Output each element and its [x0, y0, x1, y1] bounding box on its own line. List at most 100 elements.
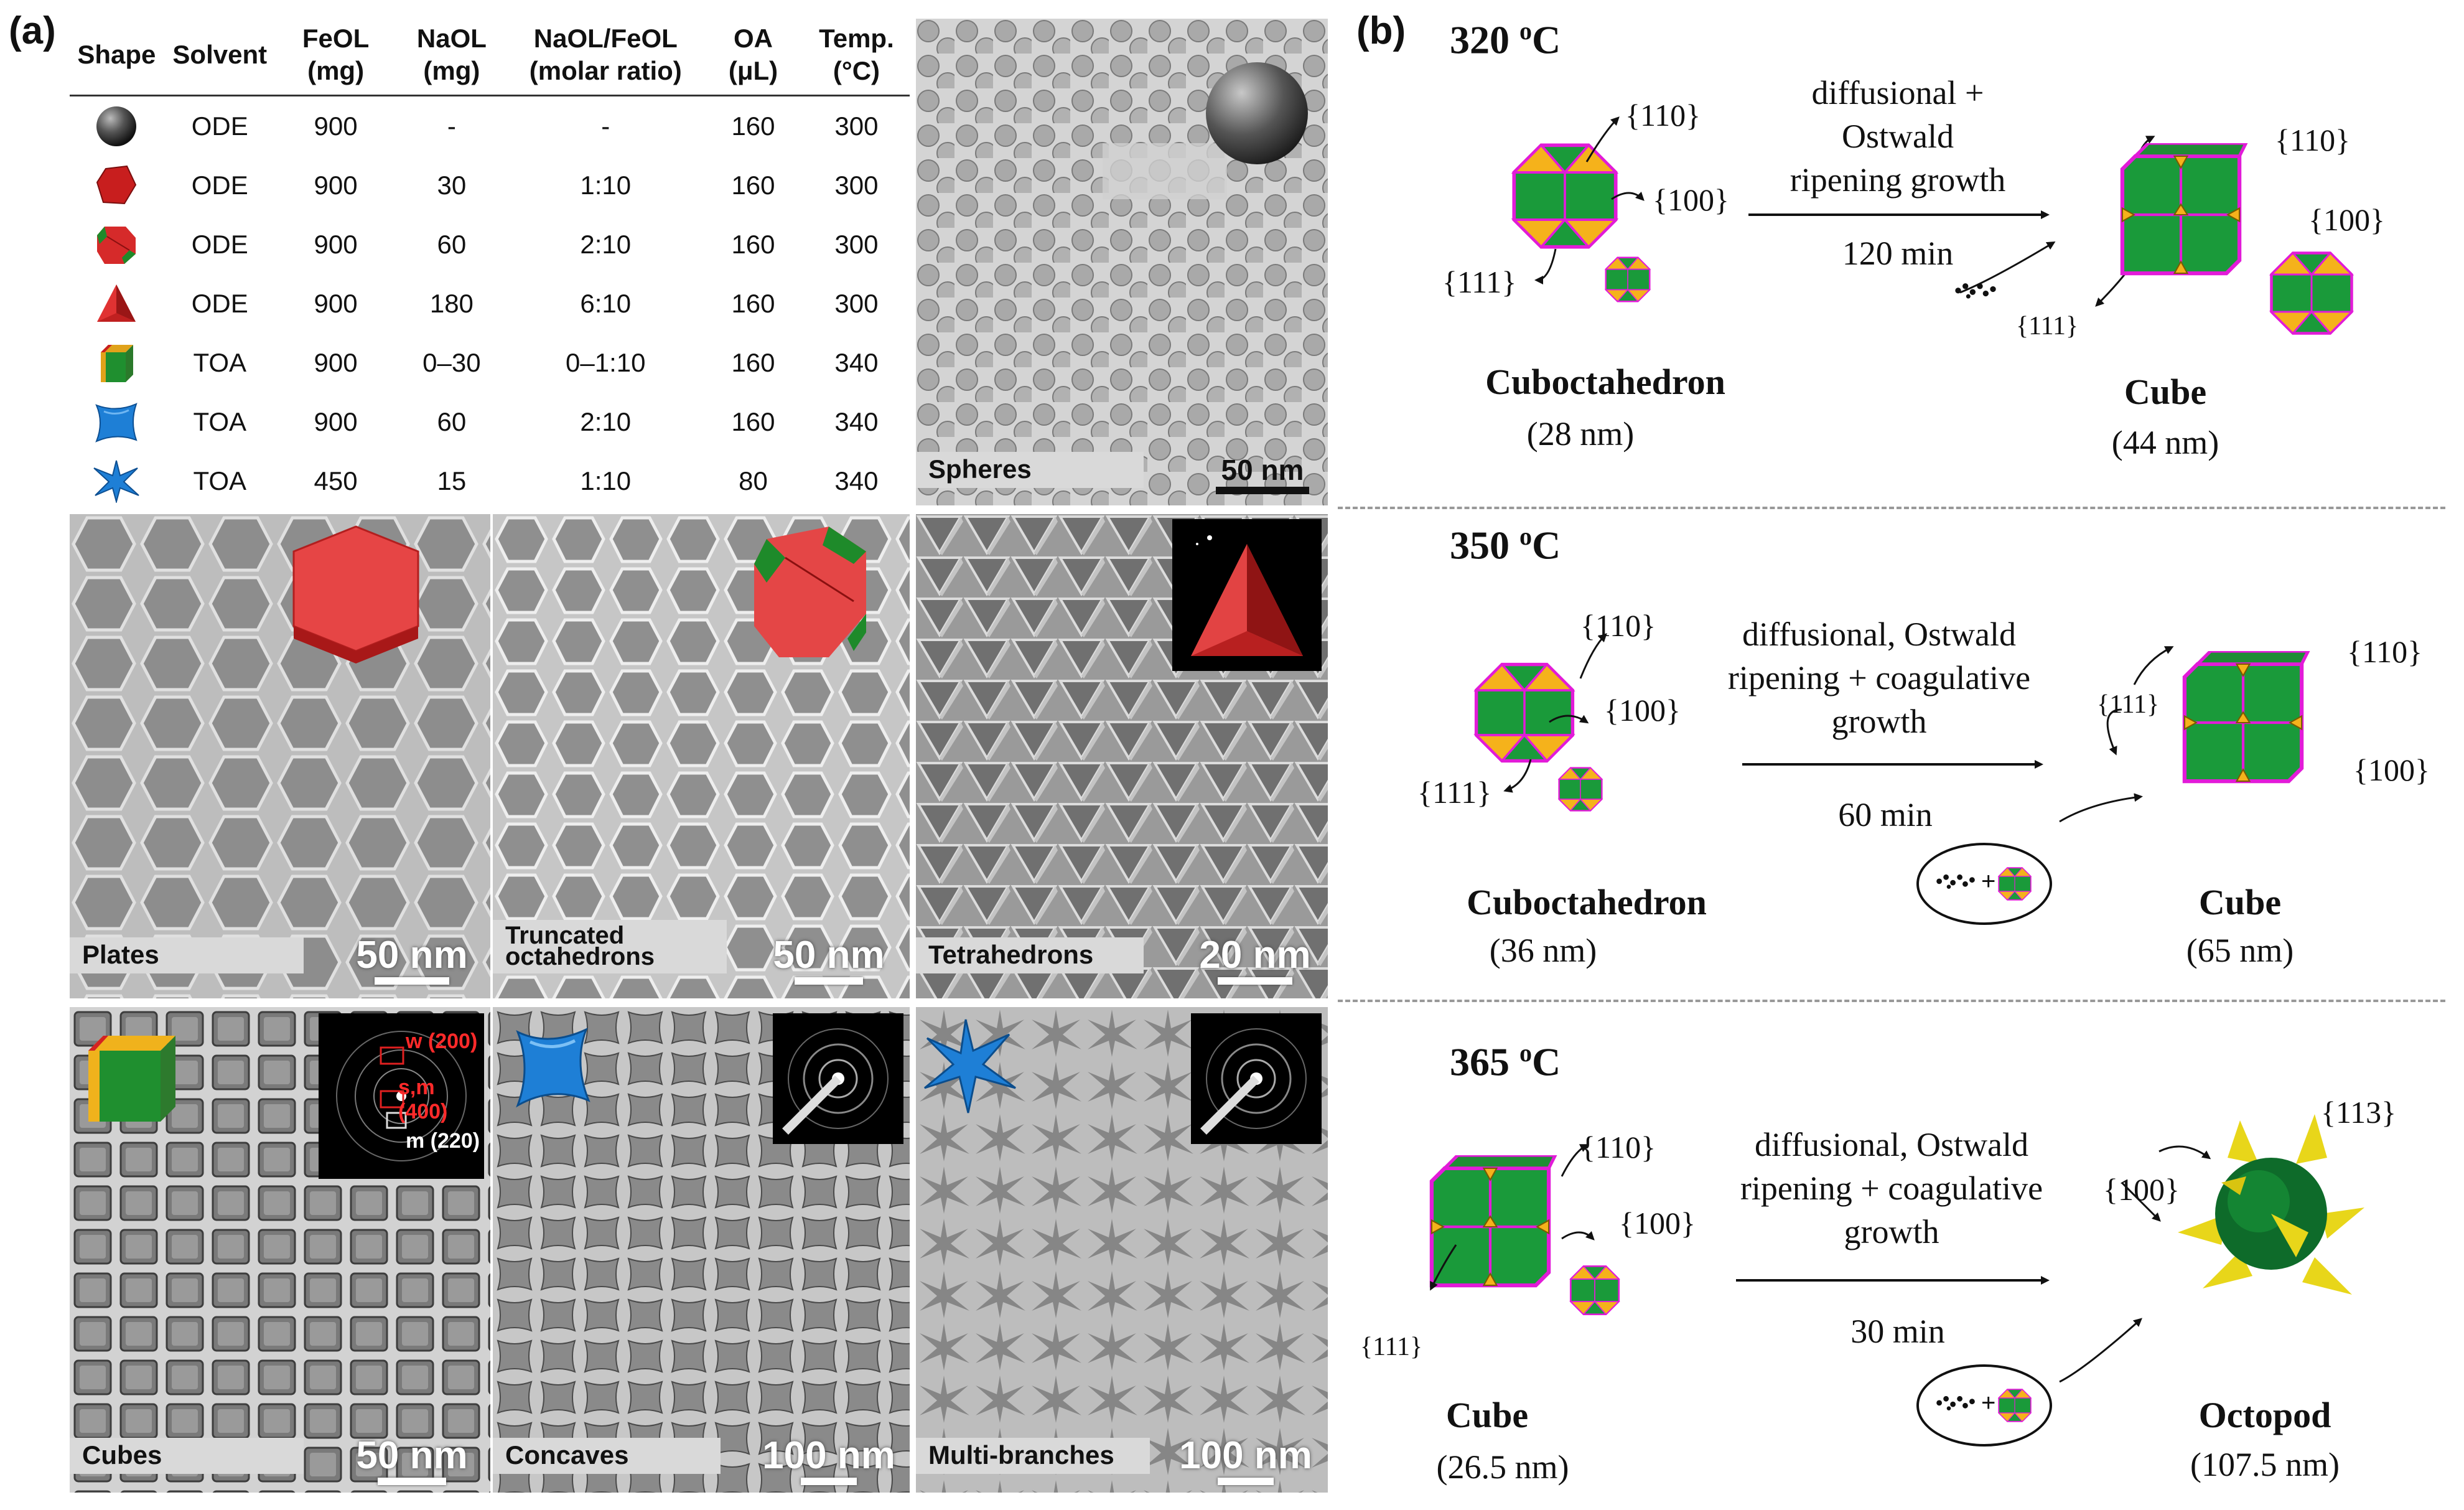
section3-octopod-shape [2178, 1114, 2364, 1295]
section1-end-facet-100: {100} [2308, 202, 2385, 237]
section2-end-facet-110: {110} [2347, 634, 2423, 669]
scale-bar-spheres: 50 nm [1210, 453, 1315, 494]
cell-solvent: ODE [191, 170, 248, 200]
section3-plus-sign: + [1981, 1389, 1996, 1417]
section3-feed-ellipse: + [1916, 1364, 2052, 1447]
section2-feed-cuboctahedron [1996, 865, 2033, 903]
cell-temp: 300 [834, 170, 879, 200]
tem-image-truncated-octahedrons: Truncated octahedrons 50 nm [493, 514, 910, 998]
section1-temperature: 320 oC [1450, 17, 1561, 62]
cell-ratio: 2:10 [580, 229, 632, 259]
tem-image-spheres: Spheres 50 nm [916, 19, 1328, 505]
image-label-concaves: Concaves [493, 1438, 721, 1474]
section1-growth-time: 120 min [1842, 235, 1954, 272]
cell-naol: 15 [437, 466, 467, 495]
cell-temp: 340 [834, 347, 879, 377]
section2-cube-shape [2172, 651, 2315, 794]
header-temp: Temp. (°C) [819, 24, 894, 85]
section1-start-name: Cuboctahedron [1485, 362, 1725, 402]
section1-end-size: (44 nm) [2111, 424, 2219, 461]
saed-label-w200: w (200) [406, 1029, 478, 1053]
tem-image-concaves: Concaves 100 nm [493, 1007, 910, 1493]
section1-start-facet-111: {111} [1442, 265, 1517, 299]
cell-ratio: 6:10 [580, 288, 632, 318]
section3-temperature: 365 oC [1450, 1039, 1561, 1084]
cell-naol: 60 [437, 406, 467, 436]
cell-feol: 900 [314, 170, 358, 200]
section2-feed-ellipse: + [1916, 843, 2052, 925]
section1-end-facet-111: {111} [2016, 312, 2079, 340]
cell-solvent: ODE [191, 229, 248, 259]
header-oa: OA (μL) [728, 24, 778, 85]
table-row: ODE 900 60 2:10 160 300 [70, 215, 910, 274]
cell-oa: 80 [739, 466, 768, 495]
image-label-tetrahedrons: Tetrahedrons [916, 937, 1144, 973]
cell-oa: 160 [731, 170, 775, 200]
image-label-truncated-octahedrons: Truncated octahedrons [493, 920, 727, 973]
cell-solvent: TOA [193, 347, 247, 377]
section1-end-facet-110: {110} [2275, 123, 2351, 157]
section3-facet-arrows [1430, 1144, 2211, 1383]
cell-naol: - [447, 111, 456, 141]
table-row: ODE 900 180 6:10 160 300 [70, 274, 910, 333]
saed-label-sm400: s,m (400) [398, 1076, 448, 1123]
section2-start-size: (36 nm) [1489, 932, 1597, 969]
header-shape: Shape [77, 40, 156, 69]
section2-end-facet-111: {111} [2097, 690, 2160, 719]
cell-ratio: 1:10 [580, 170, 632, 200]
header-feol: FeOL (mg) [302, 24, 370, 85]
header-solvent: Solvent [172, 40, 268, 69]
cell-naol: 0–30 [422, 347, 481, 377]
section2-plus-sign: + [1981, 868, 1996, 895]
section3-growth-condition: diffusional, Ostwald ripening + coagulat… [1740, 1126, 2043, 1250]
section3-start-name: Cube [1445, 1395, 1529, 1435]
truncated-octahedron-icon [70, 215, 164, 274]
tetrahedron-model-inset [1172, 519, 1322, 671]
cell-feol: 450 [314, 466, 358, 495]
scale-bar-plates: 50 nm [343, 933, 480, 985]
section1-growth-condition: diffusional + Ostwald ripening growth [1790, 74, 2006, 199]
section2-start-facet-100: {100} [1604, 693, 1681, 728]
saed-label-m220: m (220) [406, 1129, 480, 1153]
image-label-spheres: Spheres [916, 452, 1144, 488]
cell-ratio: 0–1:10 [566, 347, 646, 377]
cell-solvent: ODE [191, 111, 248, 141]
cell-solvent: TOA [193, 466, 247, 495]
section3-end-name: Octopod [2198, 1395, 2331, 1435]
cell-oa: 160 [731, 406, 775, 436]
cell-ratio: 2:10 [580, 406, 632, 436]
truncated-label-line2: octahedrons [505, 943, 655, 970]
table-row: ODE 900 30 1:10 160 300 [70, 156, 910, 215]
section2-growth-arrow [1742, 760, 2043, 769]
table-row: TOA 900 0–30 0–1:10 160 340 [70, 333, 910, 392]
saed-pattern-inset-cubes: w (200) s,m (400) m (220) [319, 1013, 484, 1179]
truncated-label-line1: Truncated [505, 922, 625, 949]
section3-growth-arrow [1736, 1276, 2050, 1285]
section1-end-name: Cube [2124, 372, 2207, 412]
scale-bar-tetrahedrons: 20 nm [1190, 933, 1320, 985]
cell-feol: 900 [314, 111, 358, 141]
section1-cuboctahedron-end [2265, 246, 2358, 340]
tem-image-multi-branches: Multi-branches 100 nm [916, 1007, 1328, 1493]
section2-start-name: Cuboctahedron [1467, 882, 1707, 922]
image-label-multi-branches: Multi-branches [916, 1438, 1150, 1474]
cell-ratio: - [601, 111, 610, 141]
synthesis-table: Shape Solvent FeOL (mg) NaOL (mg) NaOL/FeO… [70, 19, 910, 510]
section3-start-size: (26.5 nm) [1436, 1448, 1569, 1486]
cell-solvent: TOA [193, 406, 247, 436]
section3-start-facet-111: {111} [1360, 1333, 1423, 1361]
tem-image-tetrahedrons: Tetrahedrons 20 nm [916, 514, 1328, 998]
cell-feol: 900 [314, 406, 358, 436]
table-header-row: Shape Solvent FeOL (mg) NaOL (mg) NaOL/FeO… [70, 19, 910, 96]
scale-bar-cubes: 50 nm [343, 1433, 480, 1485]
saed-pattern-inset-multibranches [1191, 1013, 1322, 1144]
saed-pattern-inset-concaves [773, 1013, 903, 1144]
tetrahedron-icon [70, 274, 164, 333]
section2-growth-condition: diffusional, Ostwald ripening + coagulat… [1727, 616, 2031, 740]
section-divider-2 [1338, 1000, 2445, 1002]
section1-start-facet-110: {110} [1625, 98, 1701, 133]
section2-end-facet-100: {100} [2353, 753, 2430, 787]
section1-start-facet-100: {100} [1653, 182, 1729, 217]
section3-feed-cuboctahedron [1996, 1387, 2033, 1424]
cell-naol: 30 [437, 170, 467, 200]
